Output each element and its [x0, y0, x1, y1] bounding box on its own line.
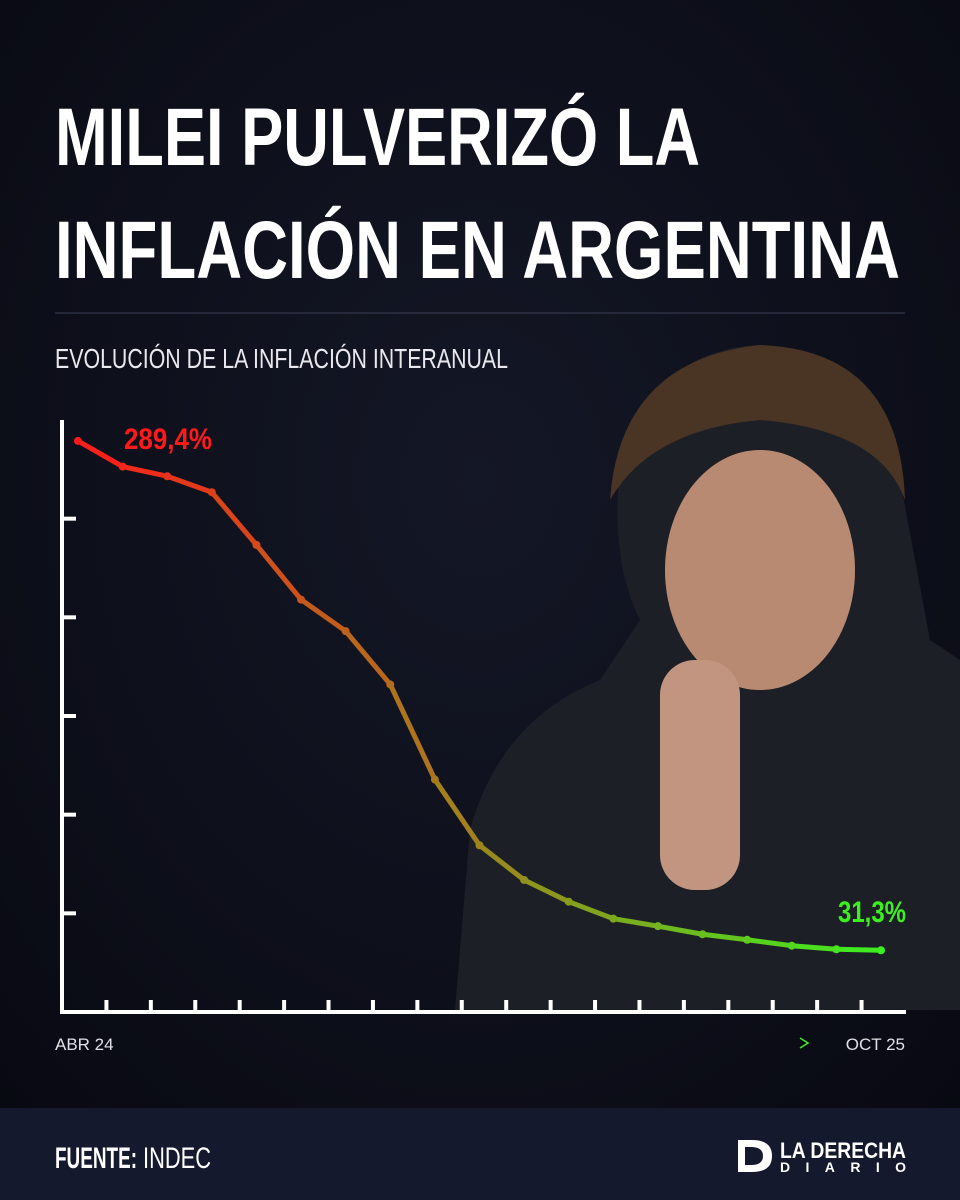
line-segment: [253, 542, 304, 603]
point: [832, 945, 841, 954]
line-segment: [566, 899, 616, 922]
line-segment: [655, 923, 706, 937]
point: [520, 875, 529, 884]
point: [118, 462, 127, 471]
point: [877, 946, 885, 955]
point: [386, 680, 395, 689]
line-segment: [164, 473, 215, 495]
point: [653, 922, 662, 931]
source: INDEC: [143, 1142, 211, 1175]
point: [475, 841, 484, 850]
line-segment: [833, 946, 884, 953]
source-label: FUENTE:: [55, 1142, 137, 1175]
brand-name: LA DERECHA: [780, 1138, 906, 1163]
point: [341, 627, 350, 636]
arrow-head: [799, 1037, 810, 1049]
point: [609, 914, 618, 923]
line-segment: [75, 438, 126, 470]
point: [74, 436, 82, 445]
point: [252, 540, 261, 549]
value-label: 289,4%: [124, 423, 212, 456]
line-segment: [521, 877, 572, 905]
line-segment: [298, 597, 349, 634]
x-tick-label: OCT 25: [846, 1035, 905, 1054]
value-label: 31,3%: [838, 896, 906, 929]
subtitle: EVOLUCIÓN DE LA INFLACIÓN INTERANUAL: [55, 343, 508, 374]
line-segment: [477, 842, 527, 883]
photo-placeholder: [455, 345, 960, 1010]
point: [297, 595, 306, 604]
point: [163, 472, 172, 481]
x-tick-label: ABR 24: [55, 1035, 114, 1054]
point: [207, 488, 216, 497]
title-line: INFLACIÓN EN ARGENTINA: [55, 205, 900, 296]
line-segment: [387, 681, 438, 783]
line-segment: [744, 937, 795, 949]
line-segment: [610, 916, 661, 929]
footer-bar: [0, 1108, 960, 1200]
line-segment: [343, 628, 393, 687]
line-segment: [120, 464, 170, 479]
point: [430, 775, 439, 784]
line-segment: [700, 931, 750, 943]
point: [698, 930, 707, 939]
line-segment: [432, 777, 482, 848]
title-line: MILEI PULVERIZÓ LA: [55, 92, 700, 183]
point: [743, 935, 752, 944]
line-segment: [209, 489, 259, 548]
line-segment: [789, 943, 839, 952]
point: [564, 897, 573, 906]
point: [787, 941, 796, 950]
